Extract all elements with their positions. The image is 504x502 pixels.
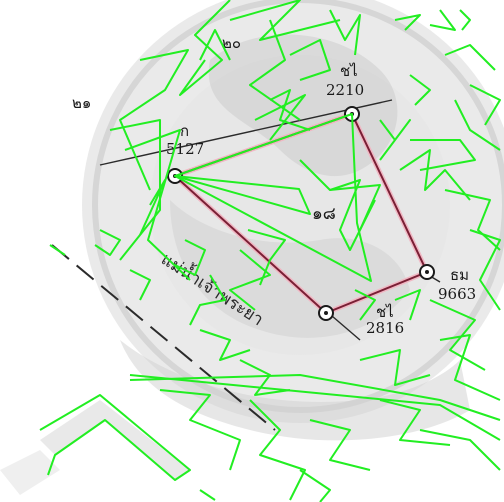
marker-right[interactable] bbox=[419, 264, 435, 280]
seal-icon bbox=[82, 0, 504, 441]
neighbor-parcel-left-label: ๒๑ bbox=[72, 94, 91, 112]
marker-right-number: 9663 bbox=[438, 285, 476, 303]
neighbor-parcel-top-label: ๒๐ bbox=[222, 34, 241, 52]
marker-top-number: 2210 bbox=[326, 81, 364, 99]
green-overlay-icon bbox=[39, 0, 501, 502]
marker-top-code: ชไ bbox=[340, 62, 358, 80]
parcel-number-label: ๑๘ bbox=[312, 204, 336, 224]
marker-right-code: ธม bbox=[450, 266, 469, 284]
top-boundary-extension bbox=[99, 99, 393, 166]
marker-bottom-code: ชไ bbox=[376, 303, 394, 321]
marker-left-code: ก bbox=[180, 122, 189, 140]
river-dashed-line bbox=[51, 244, 276, 431]
marker-bottom[interactable] bbox=[318, 305, 334, 321]
marker-bottom-number: 2816 bbox=[366, 319, 404, 337]
